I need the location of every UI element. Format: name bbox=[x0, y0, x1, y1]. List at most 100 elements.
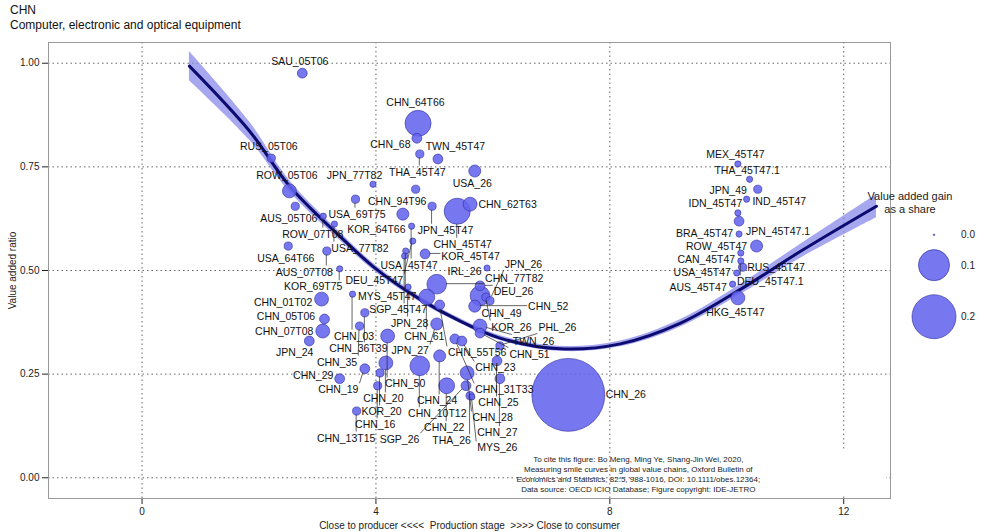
svg-text:KOR_26: KOR_26 bbox=[491, 321, 531, 333]
svg-text:Close to producer <<<< Produc: Close to producer <<<< Production stage … bbox=[319, 520, 620, 531]
svg-text:CHN_05T06: CHN_05T06 bbox=[257, 310, 316, 322]
svg-text:KOR_45T47: KOR_45T47 bbox=[441, 250, 500, 262]
svg-text:CHN_50: CHN_50 bbox=[385, 377, 425, 389]
svg-text:MYS_26: MYS_26 bbox=[477, 441, 517, 453]
svg-text:CHN_77T82: CHN_77T82 bbox=[485, 272, 544, 284]
svg-text:MYS_45T47: MYS_45T47 bbox=[358, 290, 417, 302]
svg-text:AUS_07T08: AUS_07T08 bbox=[276, 266, 333, 278]
svg-text:CHN_13T15: CHN_13T15 bbox=[317, 432, 376, 444]
svg-text:IDN_45T47: IDN_45T47 bbox=[689, 197, 743, 209]
svg-text:CHN_55T56: CHN_55T56 bbox=[448, 346, 507, 358]
svg-text:CHN_01T02: CHN_01T02 bbox=[254, 296, 313, 308]
svg-text:THA_45T47.1: THA_45T47.1 bbox=[714, 164, 780, 176]
svg-text:CHN_27: CHN_27 bbox=[477, 426, 517, 438]
svg-text:0.25: 0.25 bbox=[20, 368, 40, 379]
svg-text:IRL_26: IRL_26 bbox=[448, 265, 482, 277]
svg-text:CHN_45T47: CHN_45T47 bbox=[434, 238, 493, 250]
svg-text:CAN_45T47: CAN_45T47 bbox=[677, 253, 735, 265]
svg-text:Data source: OECD ICIO Databas: Data source: OECD ICIO Database; Figure … bbox=[521, 485, 755, 494]
svg-text:CHN_94T96: CHN_94T96 bbox=[368, 195, 427, 207]
svg-text:SGP_26: SGP_26 bbox=[380, 433, 420, 445]
svg-text:Value added gain: Value added gain bbox=[868, 190, 953, 202]
svg-text:4: 4 bbox=[373, 506, 379, 517]
svg-text:ROW_07T08: ROW_07T08 bbox=[282, 228, 343, 240]
svg-text:ROW_45T47: ROW_45T47 bbox=[686, 240, 747, 252]
svg-text:0: 0 bbox=[139, 506, 145, 517]
svg-text:THA_26: THA_26 bbox=[432, 434, 471, 446]
svg-text:0.50: 0.50 bbox=[20, 265, 40, 276]
svg-text:0.75: 0.75 bbox=[20, 161, 40, 172]
svg-text:CHN_10T12: CHN_10T12 bbox=[408, 407, 467, 419]
svg-text:JPN_49: JPN_49 bbox=[709, 184, 747, 196]
svg-text:12: 12 bbox=[838, 506, 850, 517]
svg-text:RUS_05T06: RUS_05T06 bbox=[240, 140, 298, 152]
svg-text:JPN_27: JPN_27 bbox=[392, 344, 430, 356]
svg-text:JPN_28: JPN_28 bbox=[391, 317, 429, 329]
svg-text:CHN_25: CHN_25 bbox=[478, 396, 518, 408]
svg-text:USA_64T66: USA_64T66 bbox=[257, 252, 314, 264]
svg-text:CHN_03: CHN_03 bbox=[334, 330, 374, 342]
svg-text:TWN_45T47: TWN_45T47 bbox=[426, 140, 486, 152]
svg-text:as a share: as a share bbox=[884, 203, 935, 215]
svg-text:USA_69T75: USA_69T75 bbox=[328, 208, 385, 220]
svg-text:JPN_26: JPN_26 bbox=[505, 258, 543, 270]
svg-text:1.00: 1.00 bbox=[20, 57, 40, 68]
svg-text:ROW_05T06: ROW_05T06 bbox=[256, 169, 317, 181]
svg-text:AUS_45T47: AUS_45T47 bbox=[670, 281, 727, 293]
svg-text:CHN_23: CHN_23 bbox=[475, 361, 515, 373]
svg-text:CHN_07T08: CHN_07T08 bbox=[255, 325, 314, 337]
svg-text:USA_26: USA_26 bbox=[453, 177, 492, 189]
svg-text:AUS_05T06: AUS_05T06 bbox=[260, 212, 317, 224]
svg-text:CHN_52: CHN_52 bbox=[528, 300, 568, 312]
svg-text:Measuring smile curves in glob: Measuring smile curves in global value c… bbox=[524, 465, 753, 474]
svg-text:BRA_45T47: BRA_45T47 bbox=[676, 227, 733, 239]
svg-text:Value added ratio: Value added ratio bbox=[7, 231, 18, 309]
svg-text:HKG_45T47: HKG_45T47 bbox=[706, 306, 765, 318]
svg-text:Economics and Statistics, 82:5: Economics and Statistics, 82:5, 988-1016… bbox=[516, 475, 760, 484]
svg-text:DEU_45T47: DEU_45T47 bbox=[345, 274, 403, 286]
svg-text:CHN_26: CHN_26 bbox=[606, 388, 646, 400]
svg-text:8: 8 bbox=[607, 506, 613, 517]
svg-text:CHN_35: CHN_35 bbox=[317, 356, 357, 368]
svg-text:JPN_45T47: JPN_45T47 bbox=[418, 224, 474, 236]
svg-text:DEU_45T47.1: DEU_45T47.1 bbox=[737, 275, 804, 287]
svg-text:CHN_62T63: CHN_62T63 bbox=[478, 198, 537, 210]
svg-text:CHN_49: CHN_49 bbox=[481, 307, 521, 319]
svg-text:KOR_69T75: KOR_69T75 bbox=[284, 280, 343, 292]
svg-text:CHN_20: CHN_20 bbox=[363, 392, 403, 404]
svg-text:CHN_29: CHN_29 bbox=[293, 369, 333, 381]
svg-text:DEU_26: DEU_26 bbox=[494, 285, 534, 297]
svg-text:0.2: 0.2 bbox=[961, 311, 975, 322]
svg-text:RUS_45T47: RUS_45T47 bbox=[747, 261, 805, 273]
svg-text:IND_45T47: IND_45T47 bbox=[752, 195, 806, 207]
svg-text:JPN_77T82: JPN_77T82 bbox=[327, 169, 383, 181]
svg-text:CHN_16: CHN_16 bbox=[355, 418, 395, 430]
svg-text:CHN_22: CHN_22 bbox=[424, 421, 464, 433]
svg-text:THA_45T47: THA_45T47 bbox=[389, 166, 446, 178]
svg-text:To cite this figure: Bo Meng,: To cite this figure: Bo Meng, Ming Ye, S… bbox=[533, 455, 743, 464]
svg-text:KOR_64T66: KOR_64T66 bbox=[347, 223, 406, 235]
svg-text:USA_45T47: USA_45T47 bbox=[674, 266, 731, 278]
svg-text:PHL_26: PHL_26 bbox=[538, 321, 576, 333]
svg-text:CHN_64T66: CHN_64T66 bbox=[386, 96, 445, 108]
svg-text:0.1: 0.1 bbox=[961, 260, 975, 271]
svg-text:0.00: 0.00 bbox=[20, 472, 40, 483]
svg-text:0.0: 0.0 bbox=[961, 229, 975, 240]
svg-text:JPN_24: JPN_24 bbox=[276, 346, 314, 358]
svg-text:CHN_36T39: CHN_36T39 bbox=[329, 342, 388, 354]
svg-text:CHN_51: CHN_51 bbox=[509, 348, 549, 360]
svg-text:KOR_20: KOR_20 bbox=[361, 405, 401, 417]
svg-text:CHN_68: CHN_68 bbox=[370, 138, 410, 150]
svg-text:CHN_31T33: CHN_31T33 bbox=[475, 383, 534, 395]
svg-text:CHN_19: CHN_19 bbox=[318, 383, 358, 395]
svg-text:TWN_26: TWN_26 bbox=[513, 335, 555, 347]
svg-text:SGP_45T47: SGP_45T47 bbox=[369, 303, 427, 315]
svg-text:SAU_05T06: SAU_05T06 bbox=[271, 55, 328, 67]
svg-text:USA_77T82: USA_77T82 bbox=[331, 242, 388, 254]
svg-text:CHN_24: CHN_24 bbox=[417, 394, 457, 406]
svg-text:USA_45T47: USA_45T47 bbox=[381, 259, 438, 271]
svg-text:CHN_61: CHN_61 bbox=[404, 330, 444, 342]
svg-text:JPN_45T47.1: JPN_45T47.1 bbox=[746, 225, 810, 237]
svg-text:CHN_28: CHN_28 bbox=[473, 411, 513, 423]
svg-text:MEX_45T47: MEX_45T47 bbox=[706, 148, 765, 160]
